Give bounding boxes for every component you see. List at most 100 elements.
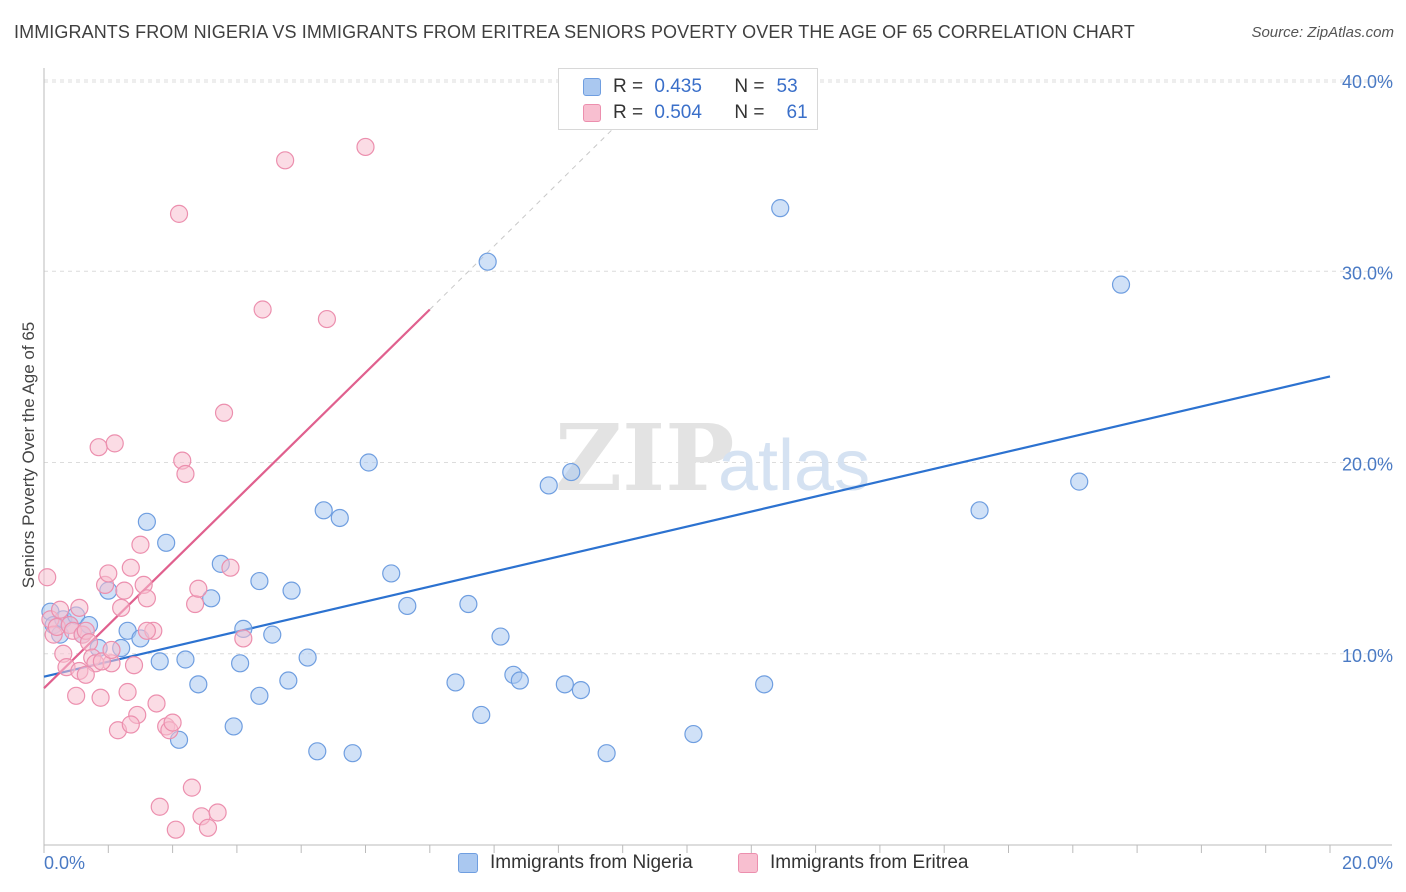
legend-item-eritrea[interactable]: Immigrants from Eritrea — [738, 852, 968, 874]
eritrea-point — [67, 686, 86, 705]
eritrea-trend-line — [43, 308, 431, 689]
eritrea-point — [169, 204, 189, 223]
eritrea-point — [121, 558, 140, 577]
eritrea-point — [124, 656, 144, 675]
nigeria-point — [771, 199, 790, 218]
axes — [43, 68, 1392, 853]
nigeria-point — [970, 501, 989, 520]
source-label: Source: ZipAtlas.com — [1251, 24, 1394, 41]
eritrea-point — [189, 579, 208, 598]
eritrea-point — [208, 803, 227, 822]
eritrea-point — [317, 309, 337, 329]
nigeria-point — [157, 533, 176, 552]
eritrea-point — [176, 464, 195, 484]
eritrea-trend-extension — [429, 68, 675, 310]
nigeria-point — [202, 589, 221, 608]
eritrea-point — [89, 438, 108, 457]
y-tick-label: 40.0% — [1342, 72, 1393, 92]
nigeria-point — [314, 501, 333, 520]
nigeria-swatch — [583, 78, 601, 96]
nigeria-point — [231, 654, 250, 673]
nigeria-point — [343, 744, 362, 763]
data-points — [38, 99, 1131, 839]
r-value: 0.504 — [654, 102, 702, 123]
r-value: 0.435 — [654, 76, 702, 97]
eritrea-point — [102, 640, 121, 660]
nigeria-point — [263, 625, 282, 644]
nigeria-point — [398, 596, 417, 616]
nigeria-point — [459, 594, 478, 614]
eritrea-point — [112, 598, 131, 617]
y-axis-label: Seniors Poverty Over the Age of 65 — [19, 322, 38, 588]
y-tick-label: 20.0% — [1342, 455, 1393, 475]
eritrea-point — [234, 629, 253, 648]
eritrea-point — [182, 778, 201, 797]
r-label: R = — [613, 102, 644, 123]
y-tick-label: 30.0% — [1342, 263, 1393, 283]
n-value: 61 — [786, 102, 808, 123]
watermark-atlas: atlas — [718, 426, 870, 506]
nigeria-point — [250, 571, 269, 591]
nigeria-point — [478, 252, 497, 271]
correlation-legend: R = 0.435 N = 53 R = 0.504 N = 61 — [558, 68, 818, 130]
tick-labels: 10.0% 20.0% 30.0% 40.0% 0.0% 20.0% — [44, 72, 1393, 873]
eritrea-point — [91, 688, 110, 707]
nigeria-trend-line — [43, 375, 1331, 678]
eritrea-point — [118, 682, 137, 702]
legend-row-eritrea: R = 0.504 N = 61 — [583, 100, 808, 126]
nigeria-point — [176, 650, 195, 669]
x-tick-label: 0.0% — [44, 853, 85, 873]
eritrea-point — [276, 151, 295, 170]
eritrea-point — [166, 820, 185, 839]
eritrea-point — [79, 633, 99, 652]
nigeria-point — [250, 686, 269, 705]
eritrea-legend-swatch — [738, 853, 758, 873]
nigeria-point — [1111, 275, 1131, 294]
eritrea-point — [163, 713, 182, 732]
trend-lines — [43, 68, 1331, 689]
nigeria-point — [491, 627, 510, 646]
nigeria-point — [539, 476, 558, 495]
eritrea-point — [198, 818, 218, 837]
nigeria-point — [224, 717, 243, 736]
eritrea-point — [214, 403, 234, 422]
eritrea-legend-label: Immigrants from Eritrea — [770, 852, 969, 873]
eritrea-point — [150, 797, 169, 816]
nigeria-point — [555, 675, 574, 694]
x-tick-label: 20.0% — [1342, 853, 1393, 873]
eritrea-point — [137, 589, 156, 608]
eritrea-point — [105, 434, 124, 453]
nigeria-point — [282, 581, 301, 600]
eritrea-point — [137, 621, 156, 640]
gridlines — [44, 79, 1392, 655]
nigeria-point — [359, 453, 378, 472]
eritrea-point — [221, 558, 240, 577]
eritrea-point — [50, 600, 70, 619]
legend-row-nigeria: R = 0.435 N = 53 — [583, 74, 798, 100]
eritrea-point — [131, 535, 150, 554]
nigeria-point — [571, 680, 591, 700]
eritrea-point — [99, 564, 118, 583]
nigeria-point — [446, 673, 465, 692]
eritrea-point — [253, 300, 272, 319]
watermark: ZIP atlas — [555, 404, 870, 512]
eritrea-point — [38, 568, 57, 587]
eritrea-point — [356, 137, 375, 157]
nigeria-legend-label: Immigrants from Nigeria — [490, 852, 693, 873]
nigeria-point — [330, 508, 349, 528]
nigeria-point — [597, 744, 616, 763]
n-label: N = — [734, 102, 765, 123]
nigeria-point — [298, 648, 317, 667]
legend-item-nigeria[interactable]: Immigrants from Nigeria — [458, 852, 693, 874]
eritrea-point — [121, 715, 140, 734]
eritrea-point — [147, 694, 166, 713]
nigeria-point — [684, 724, 703, 744]
nigeria-legend-swatch — [458, 853, 478, 873]
watermark-zip: ZIP — [555, 404, 734, 512]
n-value: 53 — [776, 76, 798, 97]
r-label: R = — [613, 76, 644, 97]
nigeria-point — [279, 671, 298, 690]
eritrea-point — [70, 598, 89, 617]
nigeria-point — [150, 652, 169, 671]
